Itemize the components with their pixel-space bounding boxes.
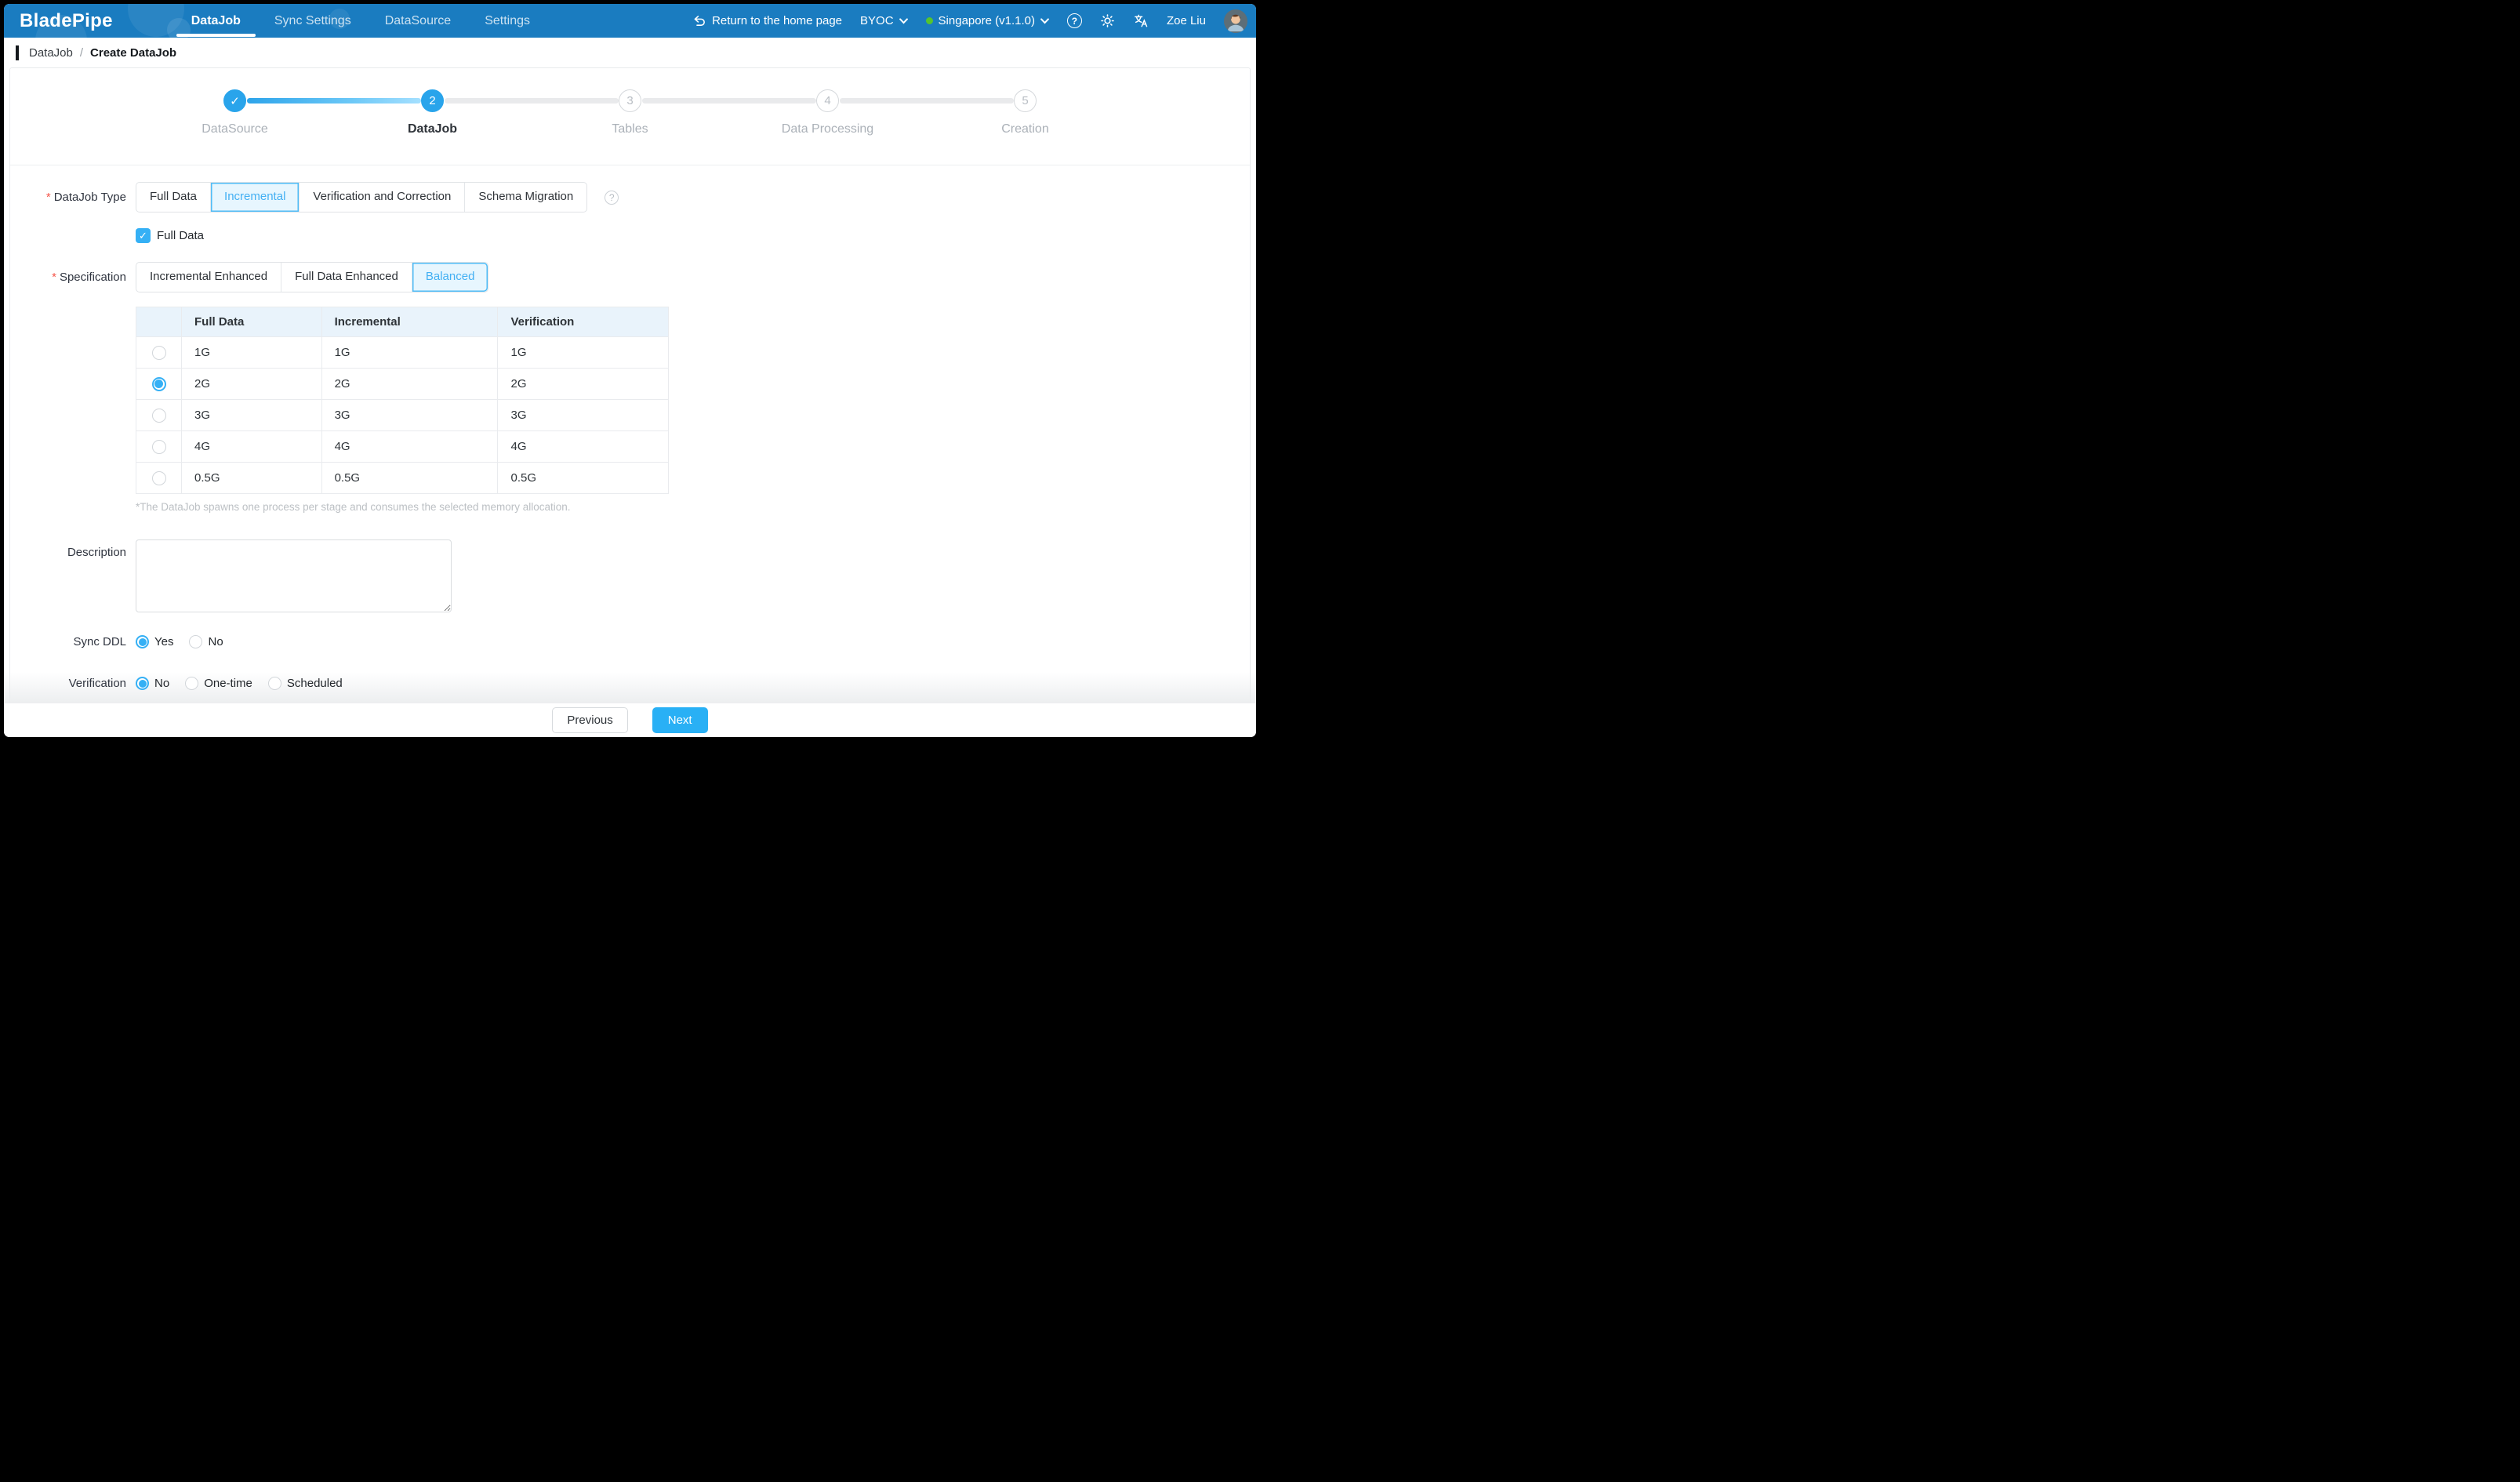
col-incremental: Incremental [321, 307, 499, 337]
nav-item-settings[interactable]: Settings [485, 14, 531, 27]
segment-full-data[interactable]: Full Data [136, 183, 212, 212]
next-button[interactable]: Next [652, 707, 708, 733]
verification-one-time-radio[interactable]: One-time [185, 677, 252, 690]
segment-incremental[interactable]: Incremental [211, 183, 300, 212]
breadcrumb-current: Create DataJob [90, 45, 177, 60]
step-connector [839, 98, 1014, 104]
description-label: Description [67, 546, 126, 559]
radio-icon [185, 677, 199, 690]
verification-scheduled-radio[interactable]: Scheduled [267, 677, 343, 690]
step-data-processing: 4 Data Processing [729, 89, 927, 136]
breadcrumb-parent[interactable]: DataJob [29, 45, 73, 60]
theme-brightness-icon[interactable] [1100, 13, 1115, 28]
specification-table: Full Data Incremental Verification 1G 1G… [136, 307, 669, 494]
step-datasource: ✓ DataSource [136, 89, 334, 136]
chevron-down-icon [899, 17, 908, 24]
row-full-data-checkbox: ✓ Full Data [10, 228, 1250, 243]
previous-button[interactable]: Previous [552, 707, 628, 733]
spec-row-4g[interactable]: 4G 4G 4G [136, 430, 669, 463]
help-icon[interactable]: ? [1066, 13, 1082, 28]
radio-icon [189, 635, 203, 648]
step-connector [444, 98, 619, 104]
spec-row-1g[interactable]: 1G 1G 1G [136, 336, 669, 369]
row-verification: Verification No One-time Scheduled [10, 677, 1250, 690]
step-datajob: 2 DataJob [334, 89, 532, 136]
col-verification: Verification [497, 307, 669, 337]
region-selector[interactable]: Singapore (v1.1.0) [925, 14, 1049, 27]
datajob-form: * DataJob Type Full Data Incremental Veri… [10, 165, 1250, 690]
spec-row-3g[interactable]: 3G 3G 3G [136, 399, 669, 431]
nav-item-datajob[interactable]: DataJob [176, 4, 256, 38]
spec-row-05g[interactable]: 0.5G 0.5G 0.5G [136, 462, 669, 494]
required-mark: * [52, 271, 56, 284]
brand-logo[interactable]: BladePipe [20, 9, 113, 31]
step-connector-done [246, 98, 421, 104]
region-status-dot [925, 17, 933, 24]
segment-incremental-enhanced[interactable]: Incremental Enhanced [136, 263, 282, 292]
navbar-bubble-decoration [128, 4, 184, 37]
wizard-footer: Previous Next [4, 703, 1256, 737]
col-full-data: Full Data [181, 307, 322, 337]
row-specification: * Specification Incremental Enhanced Full… [10, 262, 1250, 292]
full-data-checkbox[interactable]: ✓ [136, 228, 151, 243]
wizard-stepper: ✓ DataSource 2 DataJob 3 Tables 4 Data P… [10, 68, 1250, 165]
radio-icon [267, 677, 281, 690]
breadcrumb-separator: / [79, 45, 84, 60]
user-name[interactable]: Zoe Liu [1166, 14, 1206, 27]
required-mark: * [45, 191, 51, 204]
top-navbar: BladePipe DataJob Sync Settings DataSour… [4, 4, 1256, 38]
org-selector[interactable]: BYOC [860, 14, 908, 27]
app-window: BladePipe DataJob Sync Settings DataSour… [4, 4, 1256, 737]
segment-balanced[interactable]: Balanced [412, 263, 488, 292]
description-textarea[interactable] [136, 539, 452, 612]
spec-radio-05g[interactable] [151, 470, 166, 485]
memory-allocation-note: *The DataJob spawns one process per stag… [136, 501, 571, 513]
breadcrumb-accent-bar [16, 45, 19, 60]
row-sync-ddl: Sync DDL Yes No [10, 635, 1250, 648]
step-creation: 5 Creation [927, 89, 1124, 136]
return-arrow-icon [693, 14, 706, 27]
navbar-right: Return to the home page BYOC Singapore (… [693, 9, 1247, 33]
specification-segments: Incremental Enhanced Full Data Enhanced … [136, 262, 489, 292]
sync-ddl-yes-radio[interactable]: Yes [136, 635, 173, 648]
spec-radio-4g[interactable] [151, 439, 166, 454]
datajob-type-label: * DataJob Type [45, 191, 126, 204]
main-nav: DataJob Sync Settings DataSource Setting… [176, 4, 531, 38]
specification-label: * Specification [52, 271, 126, 284]
breadcrumb: DataJob / Create DataJob [4, 38, 1256, 67]
radio-selected-icon [136, 677, 149, 690]
datajob-type-segments: Full Data Incremental Verification and C… [136, 182, 588, 212]
chevron-down-icon [1040, 17, 1049, 24]
spec-radio-1g[interactable] [151, 345, 166, 360]
segment-verification-and-correction[interactable]: Verification and Correction [300, 183, 466, 212]
radio-selected-icon [136, 635, 149, 648]
step-tables: 3 Tables [532, 89, 729, 136]
spec-radio-3g[interactable] [151, 408, 166, 423]
segment-schema-migration[interactable]: Schema Migration [465, 183, 587, 212]
nav-item-datasource[interactable]: DataSource [384, 14, 452, 27]
row-description: Description [10, 539, 1250, 612]
row-datajob-type: * DataJob Type Full Data Incremental Veri… [10, 182, 1250, 212]
user-avatar[interactable] [1224, 9, 1247, 33]
datajob-type-help-icon[interactable]: ? [605, 190, 619, 205]
segment-full-data-enhanced[interactable]: Full Data Enhanced [281, 263, 412, 292]
step-connector [641, 98, 816, 104]
wizard-card: ✓ DataSource 2 DataJob 3 Tables 4 Data P… [9, 67, 1251, 737]
verification-label: Verification [68, 677, 126, 690]
full-data-checkbox-label[interactable]: Full Data [157, 229, 205, 242]
return-home-link[interactable]: Return to the home page [693, 14, 842, 27]
sync-ddl-label: Sync DDL [73, 635, 126, 648]
verification-no-radio[interactable]: No [136, 677, 169, 690]
sync-ddl-no-radio[interactable]: No [189, 635, 223, 648]
nav-item-sync-settings[interactable]: Sync Settings [274, 14, 351, 27]
translate-icon[interactable] [1133, 13, 1149, 28]
spec-table-header-row: Full Data Incremental Verification [136, 307, 669, 337]
spec-table-radio-header [136, 307, 182, 337]
spec-radio-2g-selected[interactable] [151, 376, 166, 391]
step-check-icon: ✓ [223, 89, 246, 112]
spec-row-2g[interactable]: 2G 2G 2G [136, 368, 669, 400]
